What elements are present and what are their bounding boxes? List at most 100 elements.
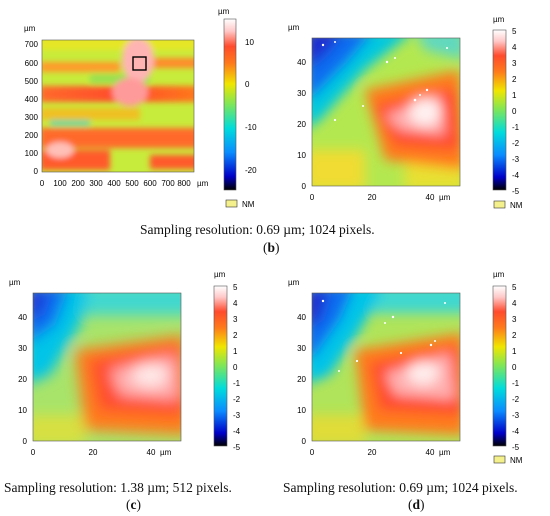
panel-c-x-tick-1: 20 <box>89 448 98 457</box>
panel-d-legend-label: NM <box>510 456 523 465</box>
label-d: (d) <box>408 497 425 512</box>
label-d-letter: d <box>412 497 421 512</box>
panel-c-y-tick-0: 0 <box>23 437 28 446</box>
panel-b-scale-tick-4: 1 <box>512 91 517 100</box>
panel-a-y-tick-3: 300 <box>25 113 39 122</box>
panel-b-scale-tick-0: 5 <box>512 27 517 36</box>
panel-c-color-scale <box>213 285 228 447</box>
panel-a: µm 0 100 200 300 400 500 600 700 <box>24 7 257 209</box>
panel-b-legend-swatch <box>493 200 506 209</box>
panel-b-y-unit: µm <box>288 23 300 32</box>
panel-b-x-tick-1: 20 <box>368 193 377 202</box>
panel-b-scale-tick-10: -5 <box>512 187 520 196</box>
panel-d-x-tick-0: 0 <box>310 448 315 457</box>
caption-c: Sampling resolution: 1.38 µm; 512 pixels… <box>4 480 232 495</box>
panel-b-scale-tick-5: 0 <box>512 107 517 116</box>
panel-c-y-tick-4: 40 <box>18 313 27 322</box>
panel-c-scale-tick-6: -1 <box>233 379 241 388</box>
panel-d: µm 0 10 20 30 40 0 20 40 µm µm <box>288 270 523 465</box>
panel-a-roi-marker <box>132 56 147 71</box>
panel-b-scale-tick-9: -4 <box>512 171 520 180</box>
panel-b-y-tick-2: 20 <box>297 120 306 129</box>
panel-d-height-map <box>312 293 460 441</box>
panel-b: µm 0 10 20 30 40 0 20 40 <box>288 15 523 210</box>
panel-d-y-unit: µm <box>288 278 300 287</box>
panel-a-x-unit: µm <box>197 179 209 188</box>
panel-d-scale-tick-1: 4 <box>512 299 517 308</box>
panel-a-color-scale <box>223 18 237 191</box>
panel-d-scale-tick-0: 5 <box>512 283 517 292</box>
panel-d-color-scale <box>492 285 507 447</box>
panel-c-x-unit: µm <box>160 448 172 457</box>
panel-c-y-tick-1: 10 <box>18 406 27 415</box>
panel-c-scale-tick-10: -5 <box>233 443 241 452</box>
panel-c-scale-tick-5: 0 <box>233 363 238 372</box>
panel-c-y-unit: µm <box>9 278 21 287</box>
panel-b-y-tick-0: 0 <box>302 182 307 191</box>
panel-c-scale-tick-3: 2 <box>233 331 238 340</box>
panel-b-x-unit: µm <box>439 193 451 202</box>
panel-d-x-tick-1: 20 <box>368 448 377 457</box>
panel-a-y-tick-2: 200 <box>25 131 39 140</box>
panel-b-y-tick-4: 40 <box>297 58 306 67</box>
panel-a-legend-swatch <box>225 199 238 208</box>
panel-d-scale-tick-4: 1 <box>512 347 517 356</box>
panel-d-scale-tick-2: 3 <box>512 315 517 324</box>
panel-b-x-tick-0: 0 <box>310 193 315 202</box>
panel-d-x-tick-2: 40 <box>426 448 435 457</box>
panel-c-y-tick-2: 20 <box>18 375 27 384</box>
panel-a-x-tick-5: 500 <box>125 179 139 188</box>
panel-c-scale-tick-8: -3 <box>233 411 241 420</box>
panel-c-x-tick-0: 0 <box>31 448 36 457</box>
panel-d-scale-tick-8: -3 <box>512 411 520 420</box>
label-c: (c) <box>126 497 141 512</box>
panel-c: µm 0 10 20 30 40 0 20 40 µm µm 5 4 3 2 <box>9 270 241 457</box>
panel-c-height-map <box>33 293 181 441</box>
panel-c-scale-tick-2: 3 <box>233 315 238 324</box>
panel-a-scale-unit: µm <box>218 7 230 16</box>
panel-a-y-tick-1: 100 <box>25 149 39 158</box>
panel-a-height-map <box>42 40 194 172</box>
panel-d-y-tick-4: 40 <box>297 313 306 322</box>
panel-c-scale-tick-9: -4 <box>233 427 241 436</box>
panel-d-scale-tick-6: -1 <box>512 379 520 388</box>
panel-d-scale-tick-3: 2 <box>512 331 517 340</box>
panel-d-scale-tick-10: -5 <box>512 443 520 452</box>
panel-b-scale-tick-7: -2 <box>512 139 520 148</box>
panel-b-y-tick-1: 10 <box>297 151 306 160</box>
panel-b-scale-tick-3: 2 <box>512 75 517 84</box>
panel-a-scale-tick-2: -10 <box>245 123 257 132</box>
panel-a-y-unit: µm <box>24 24 36 33</box>
caption-b: Sampling resolution: 0.69 µm; 1024 pixel… <box>140 222 375 237</box>
panel-a-x-tick-0: 0 <box>40 179 45 188</box>
panel-a-x-tick-3: 300 <box>89 179 103 188</box>
panel-a-x-tick-1: 100 <box>53 179 67 188</box>
panel-d-legend-swatch <box>493 455 506 464</box>
panel-b-scale-tick-1: 4 <box>512 43 517 52</box>
panel-c-scale-tick-4: 1 <box>233 347 238 356</box>
panel-b-scale-tick-6: -1 <box>512 123 520 132</box>
panel-d-scale-unit: µm <box>493 270 505 279</box>
panel-b-scale-unit: µm <box>493 15 505 24</box>
panel-a-x-tick-6: 600 <box>143 179 157 188</box>
panel-b-scale-tick-2: 3 <box>512 59 517 68</box>
panel-a-y-tick-7: 700 <box>25 40 39 49</box>
panel-b-legend-label: NM <box>510 201 523 210</box>
panel-a-scale-tick-1: 0 <box>245 80 250 89</box>
panel-c-y-tick-3: 30 <box>18 344 27 353</box>
panel-a-y-tick-4: 400 <box>25 95 39 104</box>
panel-a-x-tick-4: 400 <box>107 179 121 188</box>
panel-d-y-tick-1: 10 <box>297 406 306 415</box>
panel-c-scale-tick-1: 4 <box>233 299 238 308</box>
panel-d-y-tick-0: 0 <box>302 437 307 446</box>
panel-a-x-tick-7: 700 <box>161 179 175 188</box>
panel-a-y-tick-6: 600 <box>25 59 39 68</box>
panel-a-y-tick-0: 0 <box>34 167 39 176</box>
panel-c-scale-tick-0: 5 <box>233 283 238 292</box>
caption-d: Sampling resolution: 0.69 µm; 1024 pixel… <box>283 480 518 495</box>
panel-d-scale-tick-7: -2 <box>512 395 520 404</box>
label-c-letter: c <box>130 497 137 512</box>
panel-b-color-scale <box>492 29 507 191</box>
panel-d-x-unit: µm <box>439 448 451 457</box>
panel-c-scale-tick-7: -2 <box>233 395 241 404</box>
